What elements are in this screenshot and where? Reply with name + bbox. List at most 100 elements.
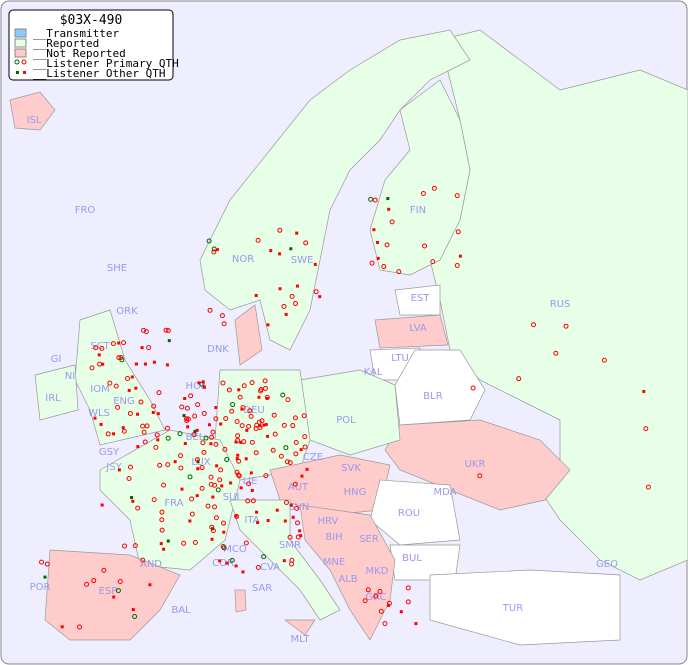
country-esp[interactable] [44,549,181,641]
listener-primary-marker [203,435,209,441]
listener-other-marker [99,422,103,426]
listener-other-marker [254,293,258,297]
listener-primary-marker [229,408,235,414]
listener-primary-marker [303,240,309,246]
listener-primary-marker [125,375,131,381]
country-nor-swe[interactable] [199,29,471,351]
country-fin[interactable] [369,79,471,276]
country-gbr[interactable] [74,309,166,446]
country-label-mkd: MKD [366,566,389,577]
map-title: $03X-490 [60,13,123,28]
listener-primary-marker [218,467,224,473]
country-tur[interactable] [429,569,621,646]
listener-other-marker [148,583,152,587]
listener-primary-marker [237,394,243,400]
listener-primary-marker [209,524,215,530]
country-irl[interactable] [34,364,79,421]
listener-primary-marker [313,289,319,295]
country-fra[interactable] [99,429,241,571]
listener-other-marker [136,445,140,449]
listener-primary-marker [164,425,170,431]
listener-primary-marker [257,424,263,430]
listener-other-marker [173,460,177,464]
listener-primary-marker [249,380,255,386]
listener-primary-marker [140,423,146,429]
listener-other-marker [43,575,47,579]
listener-other-marker [183,396,187,400]
legend-other-qth: __Listener Other QTH [33,67,165,80]
listener-primary-marker [127,464,133,470]
country-dnk[interactable] [234,304,263,366]
country-balkans[interactable] [299,504,396,641]
listener-primary-marker [143,329,149,335]
listener-primary-marker [157,462,163,468]
country-rou[interactable] [369,479,461,546]
listener-primary-marker [163,327,169,333]
listener-primary-marker [140,557,146,563]
listener-primary-marker [132,543,138,549]
listener-other-marker [166,539,170,543]
listener-primary-marker [221,520,227,526]
country-lva[interactable] [374,314,449,349]
country-label-fro: FRO [75,205,96,216]
listener-primary-marker [277,227,283,233]
listener-primary-marker [285,397,291,403]
listener-primary-marker [213,515,219,521]
country-label-ser: SER [359,534,379,545]
listener-primary-marker [236,473,242,479]
country-label-swe: SWE [291,255,314,266]
listener-primary-marker [142,439,148,445]
listener-primary-marker [188,393,194,399]
listener-other-marker [262,423,266,427]
listener-primary-marker [224,457,230,463]
listener-other-marker [255,510,259,514]
listener-primary-marker [246,481,252,487]
listener-primary-marker [248,413,254,419]
country-label-ukr: UKR [465,459,486,470]
listener-other-marker [399,610,403,614]
listener-primary-marker [294,505,300,511]
listener-other-marker [134,362,138,366]
listener-primary-marker [141,327,147,333]
listener-primary-marker [201,449,207,455]
listener-other-marker [186,425,190,429]
listener-primary-marker [477,473,483,479]
country-label-lie: LIE [243,476,258,487]
listener-primary-marker [178,465,184,471]
listener-primary-marker [253,450,259,456]
listener-other-marker [289,247,293,251]
listener-primary-marker [292,415,298,421]
listener-primary-marker [422,243,428,249]
country-ukr[interactable] [384,419,571,511]
listener-primary-marker [295,520,301,526]
listener-primary-marker [293,451,299,457]
listener-other-marker [93,416,97,420]
country-label-eng: ENG [113,396,135,407]
legend-not-reported: __Not Reported [33,47,126,60]
listener-primary-marker [287,534,293,540]
listener-primary-marker [195,402,201,408]
country-isl[interactable] [9,91,56,131]
listener-primary-marker [389,219,395,225]
listener-other-marker [167,339,171,343]
listener-other-marker [183,442,187,446]
island-sicily[interactable] [283,619,316,636]
listener-other-marker [264,423,268,427]
listener-other-marker [162,547,166,551]
listener-primary-marker [259,418,265,424]
country-label-bal: BAL [171,605,191,616]
country-label-fra: FRA [164,498,183,509]
listener-primary-marker [226,387,232,393]
listener-primary-marker [115,588,121,594]
country-label-svn: SVN [289,502,310,513]
country-label-aut: AUT [288,482,309,493]
listener-primary-marker [212,504,218,510]
country-label-mco: MCO [223,544,247,555]
listener-primary-marker [239,423,245,429]
legend-primary-qth: __Listener Primary QTH [33,57,179,70]
listener-primary-marker [245,498,251,504]
listener-other-marker [236,453,240,457]
listener-other-marker [234,514,238,518]
island-sar[interactable] [234,589,247,613]
